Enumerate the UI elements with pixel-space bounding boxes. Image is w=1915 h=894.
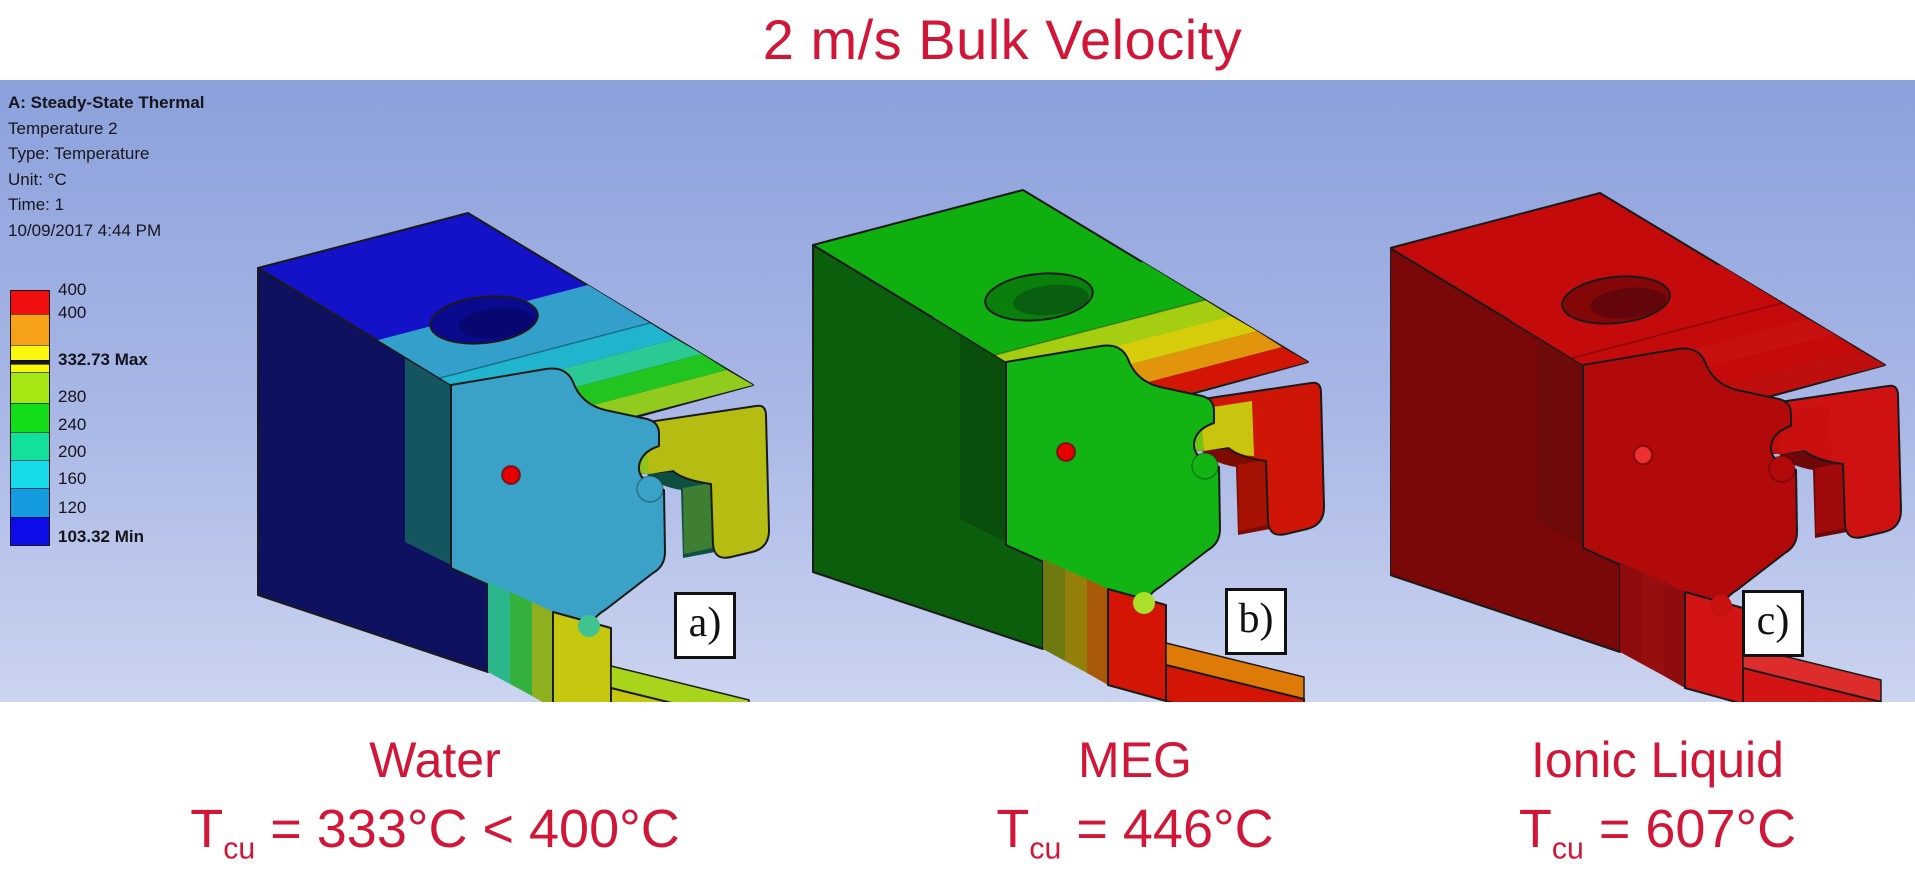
caption-meg: MEG Tcu = 446°C [870, 702, 1400, 894]
foot-side-band-1 [1620, 562, 1642, 664]
legend-label: 400 [58, 303, 87, 322]
info-unit: Unit: °C [8, 169, 67, 189]
legend-segment [11, 488, 49, 517]
thermal-model-water [257, 212, 770, 702]
bore-hole-shade [1013, 284, 1089, 316]
info-result-type: Type: Temperature [8, 144, 150, 163]
bore-hole [1561, 275, 1671, 325]
foot-side-band-2 [510, 592, 532, 696]
panel-ionic-liquid: c) [1390, 80, 1915, 702]
subfigure-label-c: c) [1742, 590, 1804, 657]
panel-meg: b) [790, 80, 1390, 702]
foot-side-band-3 [1664, 582, 1685, 688]
legend-label: 332.73 Max [58, 350, 148, 369]
mid-cut-face [450, 367, 666, 628]
foot-side-band-3 [1087, 579, 1108, 685]
subfigure-label-a: a) [674, 592, 736, 659]
subfigure-label-b: b) [1225, 588, 1287, 655]
caption-ionic-name: Ionic Liquid [1531, 732, 1784, 788]
info-time: Time: 1 [8, 195, 65, 214]
probe-dot [501, 465, 521, 485]
probe-dot [1633, 445, 1653, 465]
left-face-shade [405, 357, 451, 565]
bore-hole-shade [458, 307, 534, 339]
bore-hole [984, 272, 1094, 322]
legend-segment [11, 372, 49, 403]
page-title: 2 m/s Bulk Velocity [762, 7, 1243, 71]
info-analysis-title: A: Steady-State Thermal [8, 93, 205, 112]
ansys-info-block: A: Steady-State Thermal Temperature 2 Ty… [8, 90, 205, 243]
caption-ionic-temperature: Tcu = 607°C [1518, 799, 1797, 866]
bore-hole-shade [1590, 287, 1666, 319]
subscript-cu: cu [1029, 832, 1062, 866]
bore-hole [429, 295, 539, 345]
foot-base-top [610, 665, 750, 702]
legend-label: 400 [58, 280, 87, 299]
caption-meg-name: MEG [1078, 732, 1192, 788]
subscript-cu: cu [1551, 832, 1584, 866]
legend-label: 103.32 Min [58, 527, 144, 546]
legend-segment [11, 517, 49, 545]
fillet-bump [1191, 452, 1219, 480]
probe-dot [1056, 442, 1076, 462]
caption-water: Water Tcu = 333°C < 400°C [0, 702, 870, 894]
step-edge-line [1571, 302, 1783, 359]
thermal-model-meg [812, 189, 1325, 702]
legend-segment [11, 314, 49, 345]
foot-side-band-2 [1065, 569, 1087, 673]
subscript-cu: cu [223, 832, 256, 866]
foot-base-top [1742, 645, 1882, 702]
legend-segment [11, 432, 49, 460]
arm-channel-inner-face [683, 483, 712, 554]
simulation-panels-row: A: Steady-State Thermal Temperature 2 Ty… [0, 80, 1915, 702]
foot-fillet [1710, 595, 1732, 617]
foot-base-front [1165, 664, 1305, 702]
left-face-shade [1537, 337, 1583, 545]
arm-channel-inner-face [1815, 463, 1844, 534]
foot-fillet [1133, 592, 1155, 614]
temperature-legend: 400 400 332.73 Max 280 240 200 160 120 103.32 Mi… [10, 280, 148, 546]
panel-water: A: Steady-State Thermal Temperature 2 Ty… [0, 80, 790, 702]
caption-water-name: Water [369, 732, 501, 788]
legend-label: 200 [58, 442, 87, 461]
captions-row: Water Tcu = 333°C < 400°C MEG Tcu = 446°… [0, 702, 1915, 894]
legend-segment [11, 364, 49, 372]
info-timestamp: 10/09/2017 4:44 PM [8, 220, 162, 240]
step-edge-line [439, 322, 651, 379]
legend-segment [11, 360, 49, 364]
foot-side-band-3 [532, 602, 553, 702]
legend-label: 160 [58, 469, 87, 488]
legend-label: 120 [58, 498, 87, 517]
legend-label: 240 [58, 415, 87, 434]
foot-base-front [1742, 667, 1882, 702]
legend-segment [11, 460, 49, 488]
legend-segment [11, 403, 49, 432]
caption-meg-temperature: Tcu = 446°C [996, 799, 1274, 866]
mid-cut-face [1005, 344, 1221, 605]
caption-ionic-liquid: Ionic Liquid Tcu = 607°C [1400, 702, 1915, 894]
left-face-shade [960, 334, 1006, 542]
step-edge-line [994, 299, 1206, 356]
fillet-bump [1768, 455, 1796, 483]
info-result-name: Temperature 2 [8, 118, 118, 138]
legend-label: 280 [58, 387, 87, 406]
caption-water-temperature: Tcu = 333°C < 400°C [190, 799, 680, 866]
foot-base-front [610, 687, 673, 702]
foot-side-band-2 [1642, 572, 1664, 676]
fillet-bump [636, 475, 664, 503]
foot-side-band-1 [488, 582, 510, 684]
arm-channel-inner-face [1238, 460, 1267, 531]
legend-colorbar [10, 290, 50, 546]
foot-fillet [578, 615, 600, 637]
legend-segment [11, 345, 49, 360]
mid-cut-face [1582, 347, 1798, 608]
thermal-model-ionic-liquid [1390, 192, 1902, 702]
legend-segment [11, 291, 49, 314]
foot-side-band-1 [1043, 559, 1065, 661]
